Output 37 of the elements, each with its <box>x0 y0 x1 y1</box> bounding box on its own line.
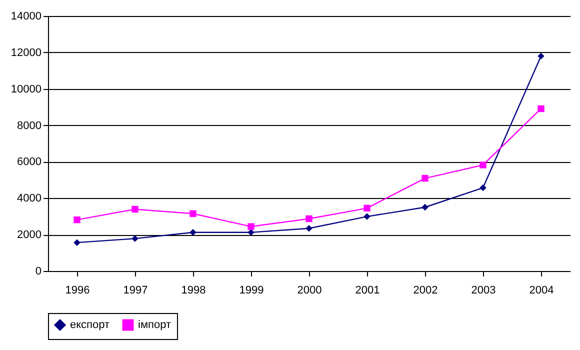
x-tick-label: 2002 <box>413 284 438 296</box>
y-tick-label: 12000 <box>10 46 42 59</box>
point <box>74 216 80 224</box>
y-tick-label: 0 <box>35 266 42 278</box>
x-tick-label: 1999 <box>239 284 264 296</box>
point <box>480 184 486 192</box>
point <box>422 174 428 182</box>
point <box>190 210 196 217</box>
point <box>538 105 544 112</box>
point <box>74 239 80 246</box>
point <box>538 52 544 60</box>
point <box>306 225 312 232</box>
point <box>132 235 138 242</box>
x-tick-label: 1998 <box>181 284 206 296</box>
y-tick-label: 6000 <box>17 156 42 168</box>
point <box>248 223 254 230</box>
x-tick-label: 2000 <box>297 284 322 296</box>
x-tick-label: 2004 <box>529 284 554 296</box>
x-tick-label: 2001 <box>355 284 380 296</box>
legend-label: експорт <box>70 319 110 331</box>
x-tick-label: 1996 <box>65 284 90 296</box>
x-tick-label: 1997 <box>123 284 148 296</box>
y-tick-label: 4000 <box>17 192 42 205</box>
point <box>132 206 138 213</box>
y-tick-label: 10000 <box>10 83 42 96</box>
point <box>248 229 254 236</box>
x-tick-label: 2003 <box>471 284 496 296</box>
y-tick-label: 2000 <box>17 229 42 242</box>
point <box>364 213 370 220</box>
y-tick-label: 8000 <box>17 120 42 132</box>
legend-label: імпорт <box>138 319 171 331</box>
point <box>422 204 428 211</box>
point <box>190 229 196 236</box>
y-tick-label: 14000 <box>10 10 42 22</box>
point <box>364 204 370 212</box>
point <box>306 215 312 222</box>
point <box>480 162 486 168</box>
